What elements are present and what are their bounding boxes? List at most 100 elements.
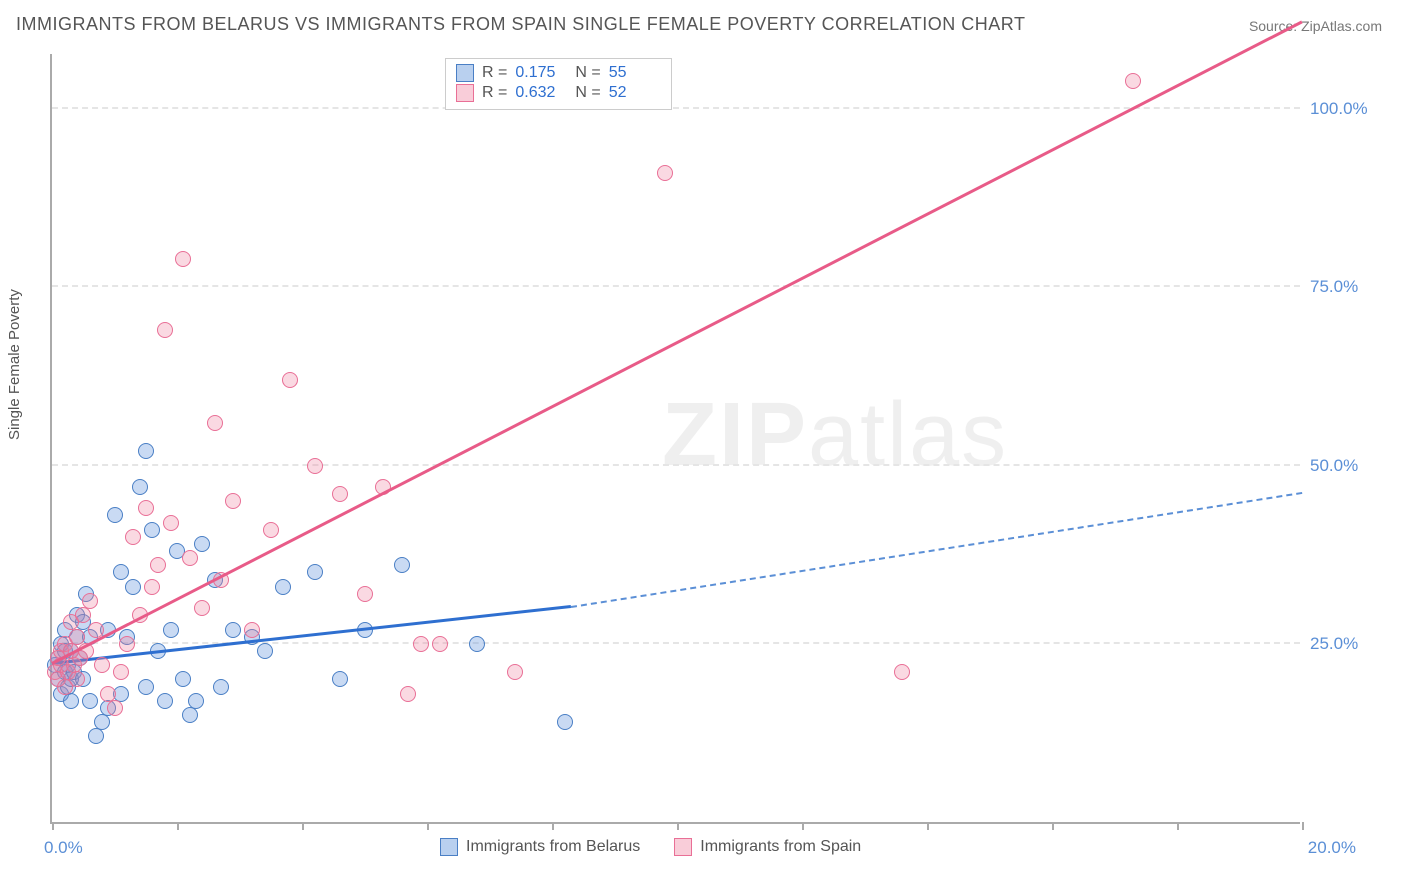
data-point-spain — [507, 664, 523, 680]
data-point-belarus — [213, 679, 229, 695]
data-point-belarus — [557, 714, 573, 730]
correlation-legend: R = 0.175 N = 55 R = 0.632 N = 52 — [445, 58, 672, 110]
data-point-spain — [413, 636, 429, 652]
swatch-belarus-icon — [440, 838, 458, 856]
watermark-bold: ZIP — [662, 385, 808, 485]
data-point-belarus — [82, 693, 98, 709]
data-point-spain — [125, 529, 141, 545]
gridline — [52, 107, 1300, 109]
gridline — [52, 464, 1300, 466]
x-tick — [927, 822, 929, 830]
n-value-spain: 52 — [609, 84, 661, 102]
swatch-spain-icon — [456, 84, 474, 102]
data-point-belarus — [225, 622, 241, 638]
data-point-belarus — [394, 557, 410, 573]
data-point-spain — [282, 372, 298, 388]
data-point-spain — [894, 664, 910, 680]
data-point-belarus — [188, 693, 204, 709]
data-point-spain — [75, 607, 91, 623]
data-point-belarus — [275, 579, 291, 595]
data-point-belarus — [194, 536, 210, 552]
series-legend: Immigrants from Belarus Immigrants from … — [440, 838, 861, 856]
r-label: R = — [482, 64, 507, 82]
data-point-belarus — [175, 671, 191, 687]
source-name: ZipAtlas.com — [1301, 18, 1382, 34]
y-tick-label: 25.0% — [1310, 634, 1380, 654]
x-tick — [52, 822, 54, 830]
data-point-spain — [263, 522, 279, 538]
data-point-spain — [182, 550, 198, 566]
data-point-belarus — [138, 679, 154, 695]
data-point-spain — [107, 700, 123, 716]
data-point-belarus — [113, 564, 129, 580]
x-tick — [302, 822, 304, 830]
data-point-belarus — [88, 728, 104, 744]
data-point-spain — [244, 622, 260, 638]
data-point-belarus — [144, 522, 160, 538]
data-point-spain — [207, 415, 223, 431]
legend-item-belarus: Immigrants from Belarus — [440, 838, 640, 856]
legend-item-spain: Immigrants from Spain — [674, 838, 861, 856]
data-point-spain — [657, 165, 673, 181]
watermark: ZIPatlas — [662, 384, 1008, 487]
data-point-spain — [332, 486, 348, 502]
y-axis-label: Single Female Poverty — [6, 289, 23, 440]
y-tick-label: 75.0% — [1310, 277, 1380, 297]
data-point-belarus — [125, 579, 141, 595]
x-tick — [177, 822, 179, 830]
legend-label-belarus: Immigrants from Belarus — [466, 838, 640, 856]
x-tick — [802, 822, 804, 830]
x-tick — [427, 822, 429, 830]
chart-title: IMMIGRANTS FROM BELARUS VS IMMIGRANTS FR… — [16, 14, 1025, 35]
n-label: N = — [575, 84, 600, 102]
x-tick — [677, 822, 679, 830]
data-point-belarus — [138, 443, 154, 459]
y-tick-label: 50.0% — [1310, 456, 1380, 476]
source-attribution: Source: ZipAtlas.com — [1249, 18, 1382, 34]
r-value-belarus: 0.175 — [515, 64, 567, 82]
data-point-spain — [94, 657, 110, 673]
trendline-belarus-extrapolated — [571, 492, 1303, 608]
data-point-belarus — [257, 643, 273, 659]
data-point-belarus — [307, 564, 323, 580]
data-point-spain — [82, 593, 98, 609]
data-point-belarus — [107, 507, 123, 523]
data-point-spain — [69, 629, 85, 645]
data-point-spain — [194, 600, 210, 616]
x-tick — [1177, 822, 1179, 830]
swatch-spain-icon — [674, 838, 692, 856]
y-tick-label: 100.0% — [1310, 99, 1380, 119]
data-point-belarus — [94, 714, 110, 730]
legend-row-spain: R = 0.632 N = 52 — [456, 83, 661, 103]
trendline-spain — [51, 21, 1302, 665]
r-label: R = — [482, 84, 507, 102]
legend-label-spain: Immigrants from Spain — [700, 838, 861, 856]
data-point-spain — [432, 636, 448, 652]
n-label: N = — [575, 64, 600, 82]
data-point-belarus — [469, 636, 485, 652]
data-point-belarus — [157, 693, 173, 709]
data-point-spain — [150, 557, 166, 573]
data-point-belarus — [163, 622, 179, 638]
data-point-spain — [175, 251, 191, 267]
swatch-belarus-icon — [456, 64, 474, 82]
x-tick — [1052, 822, 1054, 830]
data-point-spain — [357, 586, 373, 602]
watermark-light: atlas — [808, 385, 1008, 485]
data-point-belarus — [332, 671, 348, 687]
gridline — [52, 285, 1300, 287]
data-point-spain — [119, 636, 135, 652]
x-tick — [552, 822, 554, 830]
data-point-belarus — [132, 479, 148, 495]
x-tick-max-label: 20.0% — [1308, 838, 1356, 858]
data-point-spain — [400, 686, 416, 702]
data-point-spain — [307, 458, 323, 474]
data-point-belarus — [182, 707, 198, 723]
r-value-spain: 0.632 — [515, 84, 567, 102]
x-tick-min-label: 0.0% — [44, 838, 83, 858]
data-point-spain — [157, 322, 173, 338]
legend-row-belarus: R = 0.175 N = 55 — [456, 63, 661, 83]
data-point-spain — [144, 579, 160, 595]
x-tick — [1302, 822, 1304, 830]
plot-area: ZIPatlas 25.0%50.0%75.0%100.0% — [50, 54, 1300, 824]
